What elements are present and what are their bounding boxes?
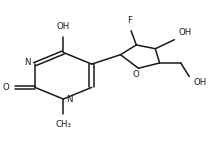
Text: N: N	[67, 95, 73, 104]
Text: N: N	[24, 58, 30, 67]
Text: F: F	[127, 16, 132, 25]
Text: OH: OH	[193, 78, 206, 87]
Text: CH₃: CH₃	[55, 120, 71, 129]
Text: O: O	[3, 83, 10, 92]
Text: OH: OH	[179, 28, 192, 37]
Text: OH: OH	[57, 22, 70, 31]
Text: O: O	[133, 70, 140, 79]
